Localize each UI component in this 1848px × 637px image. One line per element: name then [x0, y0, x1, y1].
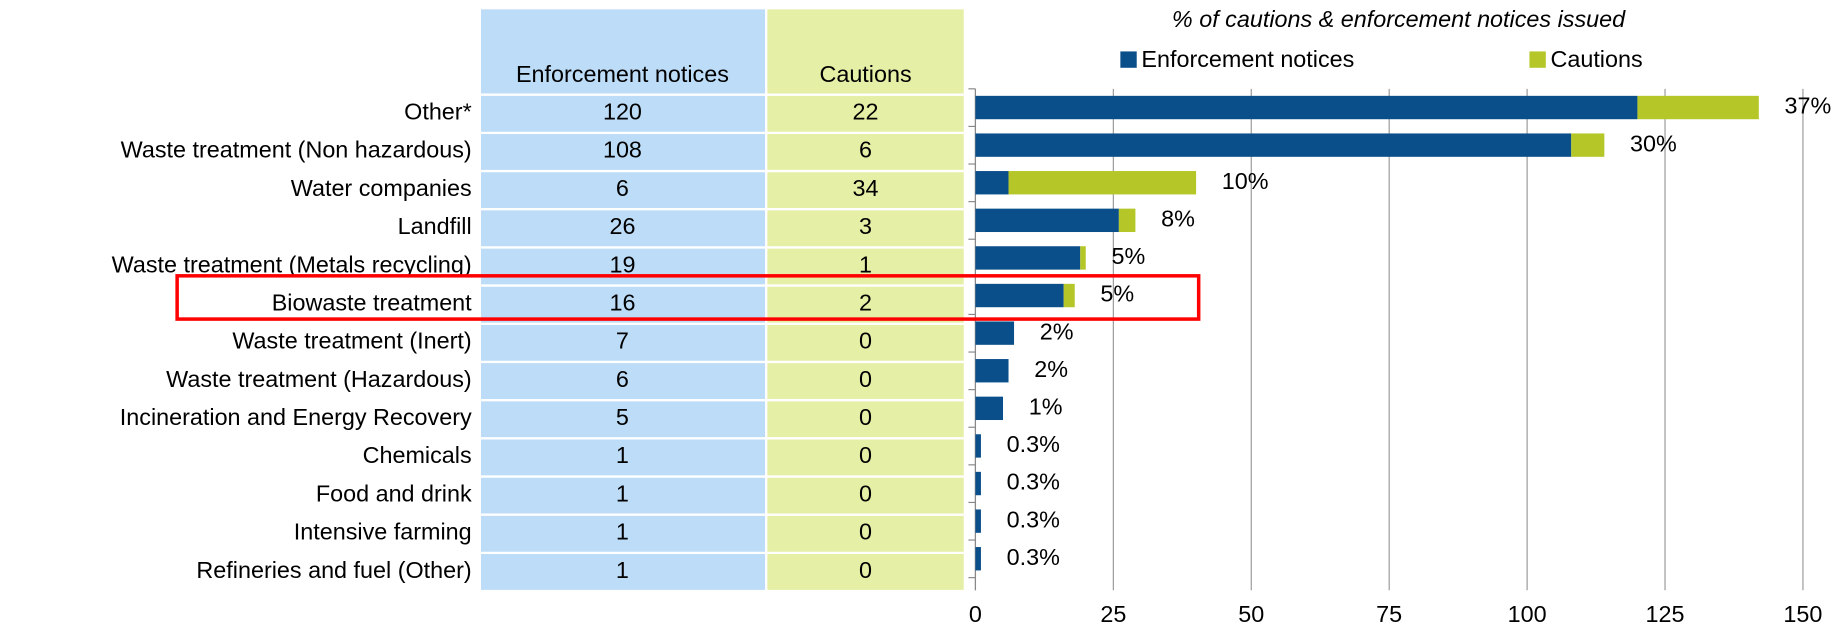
category-label: Biowaste treatment — [272, 289, 472, 315]
category-label: Waste treatment (Hazardous) — [166, 366, 472, 392]
share-label: 0.3% — [1007, 506, 1060, 532]
table-cell: 5 — [616, 404, 629, 430]
category-label: Intensive farming — [294, 519, 472, 545]
bar-segment — [1063, 283, 1075, 308]
legend-swatch — [1529, 51, 1546, 68]
table-cell: 6 — [859, 137, 872, 163]
table-cell: 0 — [859, 404, 872, 430]
table-header: Cautions — [819, 61, 911, 87]
bar-segment — [975, 246, 1081, 270]
table-cell: 108 — [603, 137, 642, 163]
share-label: 2% — [1040, 318, 1074, 344]
table-cell: 26 — [609, 213, 635, 239]
table-cell: 1 — [859, 251, 872, 277]
bar-segment — [975, 471, 981, 496]
table-column-cautions — [767, 9, 964, 591]
table-cell: 0 — [859, 328, 872, 354]
category-label: Refineries and fuel (Other) — [196, 557, 471, 583]
category-label: Landfill — [398, 213, 472, 239]
category-label: Food and drink — [316, 480, 472, 506]
bar-segment — [975, 434, 981, 458]
category-label: Waste treatment (Non hazardous) — [121, 137, 472, 163]
table-cell: 19 — [609, 251, 635, 277]
x-tick-label: 125 — [1646, 601, 1685, 627]
x-tick-label: 150 — [1783, 601, 1822, 627]
legend-swatch — [1120, 51, 1137, 68]
bar-segment — [975, 133, 1572, 157]
share-label: 5% — [1100, 281, 1134, 307]
chart-title: % of cautions & enforcement notices issu… — [1172, 6, 1626, 32]
table-cell: 1 — [616, 557, 629, 583]
category-label: Chemicals — [363, 442, 472, 468]
table-cell: 3 — [859, 213, 872, 239]
table-cell: 6 — [616, 175, 629, 201]
share-label: 1% — [1029, 394, 1063, 420]
table-cell: 16 — [609, 289, 635, 315]
category-label: Water companies — [291, 175, 472, 201]
table-column-enforcement — [481, 9, 766, 591]
share-label: 10% — [1222, 168, 1269, 194]
category-label: Other* — [404, 99, 472, 125]
x-tick-label: 25 — [1100, 601, 1126, 627]
table-cell: 0 — [859, 442, 872, 468]
x-tick-label: 0 — [969, 601, 982, 627]
bar-segment — [975, 396, 1004, 421]
table-cell: 0 — [859, 519, 872, 545]
table-cell: 34 — [853, 175, 879, 201]
bar-segment — [1080, 246, 1086, 270]
bar-segment — [1637, 95, 1759, 120]
bar-segment — [1008, 171, 1197, 195]
bar-segment — [975, 547, 981, 571]
table-cell: 6 — [616, 366, 629, 392]
x-tick-label: 100 — [1508, 601, 1547, 627]
table-header: Enforcement notices — [516, 61, 729, 87]
bar-segment — [975, 283, 1064, 308]
highlight-box — [175, 274, 1201, 321]
bar-segment — [975, 208, 1119, 233]
share-label: 0.3% — [1007, 544, 1060, 570]
share-label: 2% — [1034, 356, 1068, 382]
share-label: 37% — [1785, 93, 1832, 119]
table-cell: 0 — [859, 480, 872, 506]
bar-segment — [975, 509, 981, 533]
table-cell: 120 — [603, 99, 642, 125]
category-label: Waste treatment (Inert) — [232, 328, 471, 354]
share-label: 30% — [1630, 130, 1677, 156]
table-cell: 2 — [859, 289, 872, 315]
share-label: 8% — [1161, 206, 1195, 232]
bar-segment — [975, 171, 1009, 195]
x-tick-label: 50 — [1238, 601, 1264, 627]
legend-label: Enforcement notices — [1141, 46, 1354, 72]
table-cell: 1 — [616, 519, 629, 545]
table-cell: 22 — [853, 99, 879, 125]
table-cell: 0 — [859, 557, 872, 583]
share-label: 0.3% — [1007, 431, 1060, 457]
table-cell: 0 — [859, 366, 872, 392]
bar-segment — [975, 321, 1015, 345]
bar-segment — [1571, 133, 1605, 157]
category-label: Waste treatment (Metals recycling) — [112, 251, 472, 277]
table-cell: 1 — [616, 480, 629, 506]
bar-segment — [975, 359, 1009, 383]
table-cell: 7 — [616, 328, 629, 354]
legend-label: Cautions — [1550, 46, 1642, 72]
bar-segment — [1118, 208, 1136, 233]
table-cell: 1 — [616, 442, 629, 468]
share-label: 0.3% — [1007, 469, 1060, 495]
share-label: 5% — [1111, 243, 1145, 269]
bar-segment — [975, 95, 1638, 120]
category-label: Incineration and Energy Recovery — [120, 404, 472, 430]
x-tick-label: 75 — [1376, 601, 1402, 627]
